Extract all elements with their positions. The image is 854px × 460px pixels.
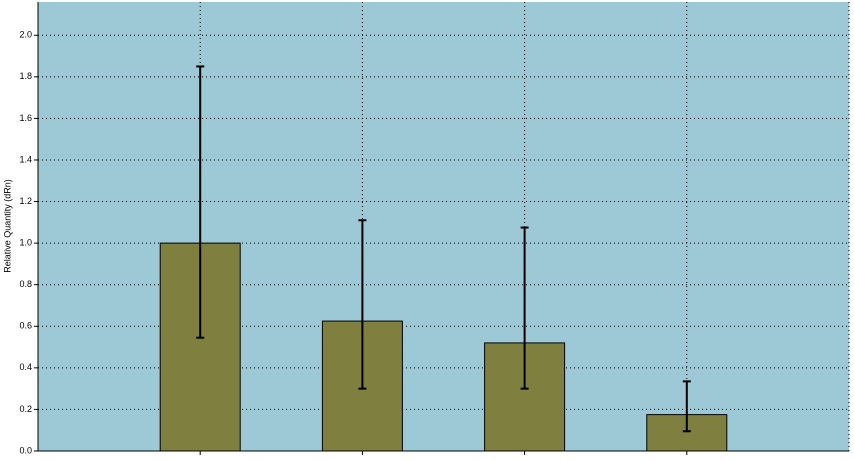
- y-tick-label: 0.2: [19, 404, 32, 414]
- y-tick-label: 1.4: [19, 154, 32, 164]
- y-tick-label: 2.0: [19, 30, 32, 40]
- y-tick-label: 1.2: [19, 196, 32, 206]
- y-tick-label: 1.0: [19, 238, 32, 248]
- y-tick-label: 0.8: [19, 279, 32, 289]
- plot-background: [38, 2, 849, 451]
- y-tick-label: 0.4: [19, 362, 32, 372]
- y-tick-label: 0.6: [19, 321, 32, 331]
- y-tick-label: 1.6: [19, 113, 32, 123]
- y-tick-label: 1.8: [19, 71, 32, 81]
- y-axis-label: Relative Quantity (dRn): [2, 179, 12, 273]
- y-tick-label: 0.0: [19, 445, 32, 455]
